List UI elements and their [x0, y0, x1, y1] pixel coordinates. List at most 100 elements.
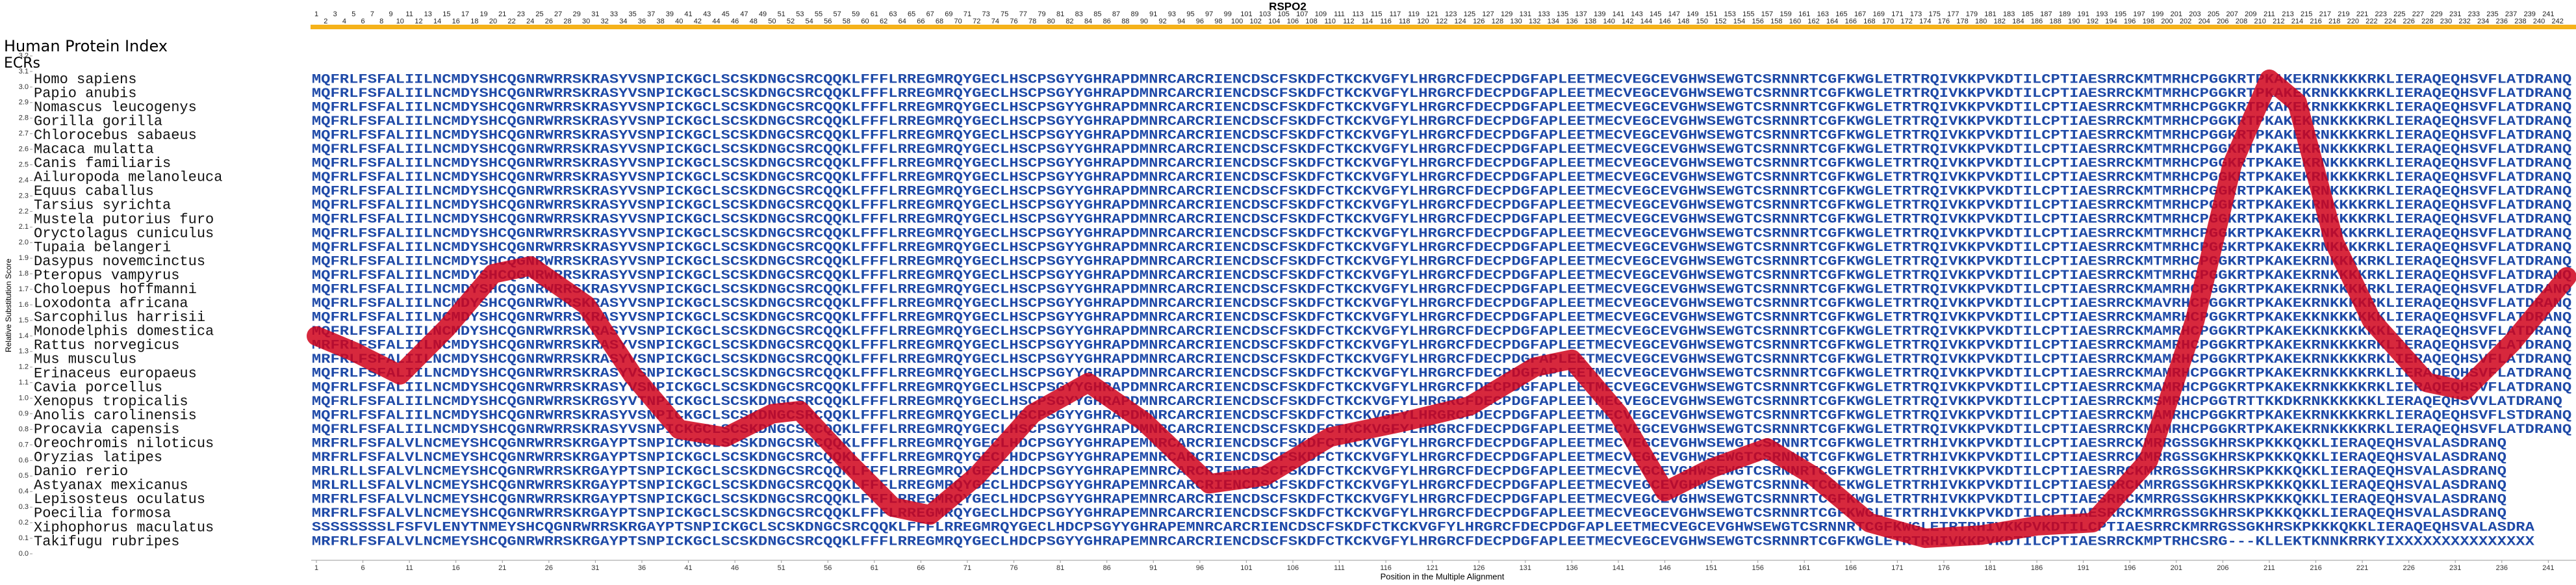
alignment-index: 74: [991, 18, 999, 25]
species-name: Chlorocebus sabaeus: [34, 127, 197, 144]
alignment-index: 83: [1075, 10, 1083, 18]
species-name: Procavia capensis: [34, 421, 179, 437]
y-tick-label: 2.8: [19, 114, 29, 122]
alignment-index: 96: [1196, 18, 1204, 25]
alignment-index: 121: [1427, 10, 1438, 18]
species-name: Rattus norvegicus: [34, 337, 179, 354]
alignment-index: 207: [2226, 10, 2238, 18]
alignment-index: 97: [1205, 10, 1213, 18]
x-tick-label: 211: [2264, 564, 2275, 572]
sequence: MQFRLFSFALIILNCMDYSHCQGNRWRRSKRASYVSNPIC…: [312, 254, 2571, 269]
alignment-index: 196: [2124, 18, 2136, 25]
x-tick-label: 81: [1056, 564, 1064, 572]
alignment-index: 92: [1158, 18, 1166, 25]
alignment-index: 93: [1168, 10, 1176, 18]
alignment-index: 58: [843, 18, 850, 25]
alignment-index: 162: [1807, 18, 1819, 25]
alignment-index: 41: [684, 10, 692, 18]
alignment-index: 108: [1305, 18, 1317, 25]
x-tick-label: 146: [1659, 564, 1670, 572]
alignment-index: 129: [1501, 10, 1512, 18]
sequence: MQFRLFSFALIILNCMDYSHCQGNRWRRSKRASYVSNPIC…: [312, 142, 2571, 157]
sequence: MQFRLFSFALIILNCMDYSHCQGNRWRRSKRGSYVTNPIC…: [312, 395, 2562, 410]
alignment-index: 9: [389, 10, 392, 18]
y-tick-label: 1.1: [19, 379, 29, 387]
y-tick-label: 3.1: [19, 68, 29, 75]
sequence: MRFRLFSFALVLNCMEYSHCQGNRWRRSKRGAYPTSNPIC…: [312, 450, 2506, 465]
species-name: Pteropus vampyrus: [34, 267, 179, 283]
x-tick-label: 171: [1891, 564, 1903, 572]
alignment-index: 205: [2208, 10, 2219, 18]
alignment-index: 136: [1566, 18, 1577, 25]
y-tick-label: 2.4: [19, 176, 29, 184]
alignment-index: 134: [1548, 18, 1559, 25]
alignment-index: 95: [1186, 10, 1194, 18]
x-tick-label: 226: [2403, 564, 2414, 572]
x-tick-label: 166: [1845, 564, 1857, 572]
species-name: Mus musculus: [34, 352, 136, 368]
species-name: Gorilla gorilla: [34, 113, 162, 129]
x-tick-label: 36: [638, 564, 646, 572]
species-name: Tupaia belangeri: [34, 239, 171, 255]
alignment-index: 47: [740, 10, 748, 18]
x-tick-label: 101: [1240, 564, 1252, 572]
alignment-index: 26: [545, 18, 553, 25]
x-tick-label: 236: [2496, 564, 2508, 572]
alignment-index: 154: [1733, 18, 1745, 25]
species-name: Macaca mulatta: [34, 142, 154, 158]
species-name: Sarcophilus harrisii: [34, 309, 205, 326]
alignment-index: 112: [1343, 18, 1355, 25]
y-tick-label: 2.9: [19, 99, 29, 107]
y-tick-label: 2.0: [19, 239, 29, 246]
alignment-index: 11: [405, 10, 413, 18]
alignment-index: 53: [796, 10, 804, 18]
x-tick-label: 131: [1520, 564, 1531, 572]
x-tick-label: 126: [1473, 564, 1485, 572]
alignment-index: 38: [656, 18, 664, 25]
x-tick-label: 116: [1380, 564, 1392, 572]
alignment-index: 1: [314, 10, 318, 18]
alignment-index: 179: [1966, 10, 1978, 18]
x-tick-label: 56: [824, 564, 832, 572]
alignment-index: 153: [1724, 10, 1736, 18]
alignment-index: 127: [1482, 10, 1494, 18]
alignment-index: 157: [1761, 10, 1773, 18]
x-tick-label: 46: [731, 564, 739, 572]
y-tick-label: 2.2: [19, 207, 29, 215]
y-tick-label: 1.9: [19, 254, 29, 262]
alignment-index: 226: [2403, 18, 2414, 25]
alignment-index: 50: [768, 18, 776, 25]
y-tick-label: 0.5: [19, 472, 29, 480]
x-tick-label: 66: [917, 564, 925, 572]
alignment-index: 195: [2115, 10, 2126, 18]
alignment-index: 48: [750, 18, 758, 25]
species-name: Cavia porcellus: [34, 380, 162, 396]
alignment-index: 242: [2552, 18, 2564, 25]
alignment-index: 67: [926, 10, 934, 18]
alignment-index: 141: [1613, 10, 1624, 18]
sequence: MQFRLFSFALIILNCMDYSHCQGNRWRRSKRASYVSNPIC…: [312, 198, 2571, 213]
x-tick-label: 191: [2077, 564, 2089, 572]
alignment-index: 202: [2180, 18, 2191, 25]
y-tick-label: 3.2: [19, 52, 29, 60]
alignment-index: 216: [2310, 18, 2321, 25]
alignment-index: 225: [2393, 10, 2405, 18]
alignment-index: 68: [936, 18, 943, 25]
alignment-index: 2: [324, 18, 327, 25]
species-name: Homo sapiens: [34, 72, 136, 88]
alignment-index: 158: [1770, 18, 1782, 25]
x-tick-label: 241: [2542, 564, 2554, 572]
alignment-index: 150: [1696, 18, 1708, 25]
y-tick-label: 2.7: [19, 130, 29, 138]
species-name: Erinaceus europaeus: [34, 365, 197, 382]
species-name: Dasypus novemcinctus: [34, 254, 205, 270]
alignment-index: 29: [573, 10, 581, 18]
sequence: MRFRLFSFALVLNCMEYSHCQGNRWRRSKRGAYPTSNPIC…: [312, 506, 2506, 521]
x-tick-label: 156: [1752, 564, 1763, 572]
y-tick-label: 0.3: [19, 503, 29, 511]
alignment-index: 100: [1231, 18, 1243, 25]
alignment-index: 40: [675, 18, 683, 25]
alignment-index: 211: [2264, 10, 2275, 18]
alignment-index: 111: [1334, 10, 1345, 18]
alignment-index: 64: [899, 18, 906, 25]
